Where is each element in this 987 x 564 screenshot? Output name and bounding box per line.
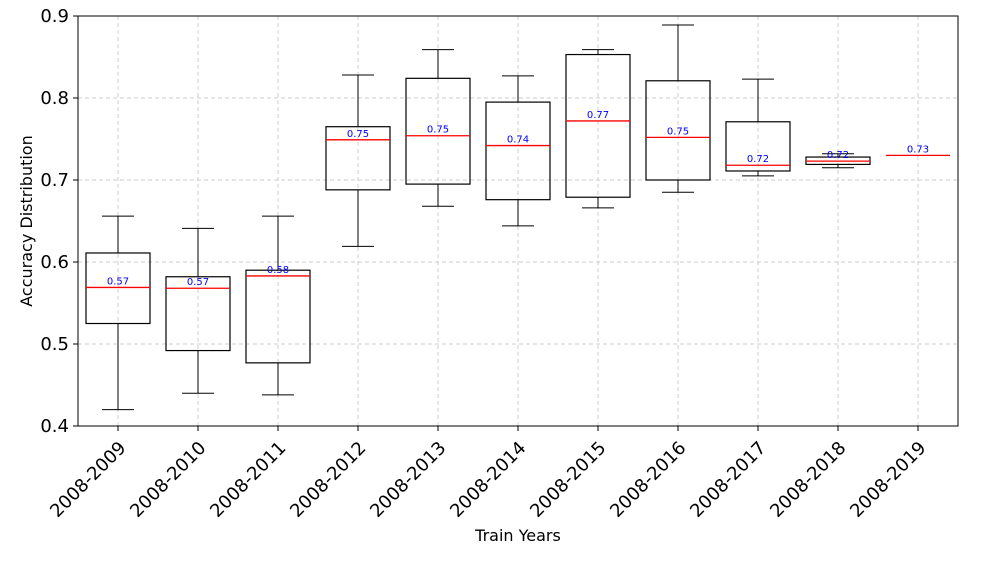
median-label: 0.75 <box>427 125 449 136</box>
x-tick-label: 2008-2018 <box>766 438 850 522</box>
iqr-box <box>405 77 471 185</box>
x-tick-label: 2008-2014 <box>446 438 530 522</box>
median-label: 0.74 <box>507 135 529 146</box>
median-label: 0.57 <box>107 276 129 287</box>
y-axis-title: Accuracy Distribution <box>17 135 36 306</box>
x-axis-title: Train Years <box>474 526 561 545</box>
box-2008-2012: 0.75 <box>325 74 391 247</box>
y-tick-label: 0.9 <box>40 6 69 27</box>
box-2008-2013: 0.75 <box>405 49 471 207</box>
box-2008-2011: 0.58 <box>245 215 311 396</box>
box-2008-2014: 0.74 <box>485 75 551 227</box>
y-tick-label: 0.8 <box>40 88 69 109</box>
x-tick-label: 2008-2012 <box>286 438 370 522</box>
iqr-box <box>245 269 311 364</box>
x-tick-label: 2008-2009 <box>46 438 130 522</box>
y-tick-label: 0.5 <box>40 334 69 355</box>
iqr-box <box>645 80 711 181</box>
iqr-box <box>85 252 151 325</box>
iqr-box <box>565 53 631 198</box>
median-label: 0.75 <box>667 126 689 137</box>
box-2008-2017: 0.72 <box>725 78 791 177</box>
box-2008-2009: 0.57 <box>85 215 151 411</box>
x-tick-label: 2008-2011 <box>206 438 290 522</box>
x-axis-ticks: 2008-20092008-20102008-20112008-20122008… <box>46 426 930 522</box>
x-tick-label: 2008-2015 <box>526 438 610 522</box>
median-label: 0.75 <box>347 129 369 140</box>
box-2008-2016: 0.75 <box>645 24 711 193</box>
box-series: 0.57 0.57 0.58 0.75 0.75 0.74 0.77 0.75 0.72 0.72… <box>85 24 950 411</box>
y-axis-ticks: 0.4 0.5 0.6 0.7 0.8 0.9 <box>40 6 78 437</box>
x-tick-label: 2008-2016 <box>606 438 690 522</box>
median-label: 0.58 <box>267 265 289 276</box>
y-tick-label: 0.7 <box>40 170 69 191</box>
box-2008-2015: 0.77 <box>565 49 631 209</box>
y-tick-label: 0.6 <box>40 252 69 273</box>
y-tick-label: 0.4 <box>40 416 69 437</box>
box-2008-2010: 0.57 <box>165 227 231 394</box>
x-tick-label: 2008-2017 <box>686 438 770 522</box>
iqr-box <box>165 276 231 352</box>
median-label: 0.73 <box>907 144 929 155</box>
x-tick-label: 2008-2013 <box>366 438 450 522</box>
median-label: 0.72 <box>747 154 769 165</box>
x-tick-label: 2008-2010 <box>126 438 210 522</box>
median-label: 0.77 <box>587 110 609 121</box>
box-2008-2018: 0.72 <box>805 150 871 169</box>
iqr-box <box>325 126 391 191</box>
iqr-box <box>725 121 791 172</box>
iqr-box <box>485 101 551 201</box>
box-2008-2019: 0.73 <box>886 144 950 157</box>
median-label: 0.72 <box>827 150 849 161</box>
x-tick-label: 2008-2019 <box>846 438 930 522</box>
median-label: 0.57 <box>187 277 209 288</box>
